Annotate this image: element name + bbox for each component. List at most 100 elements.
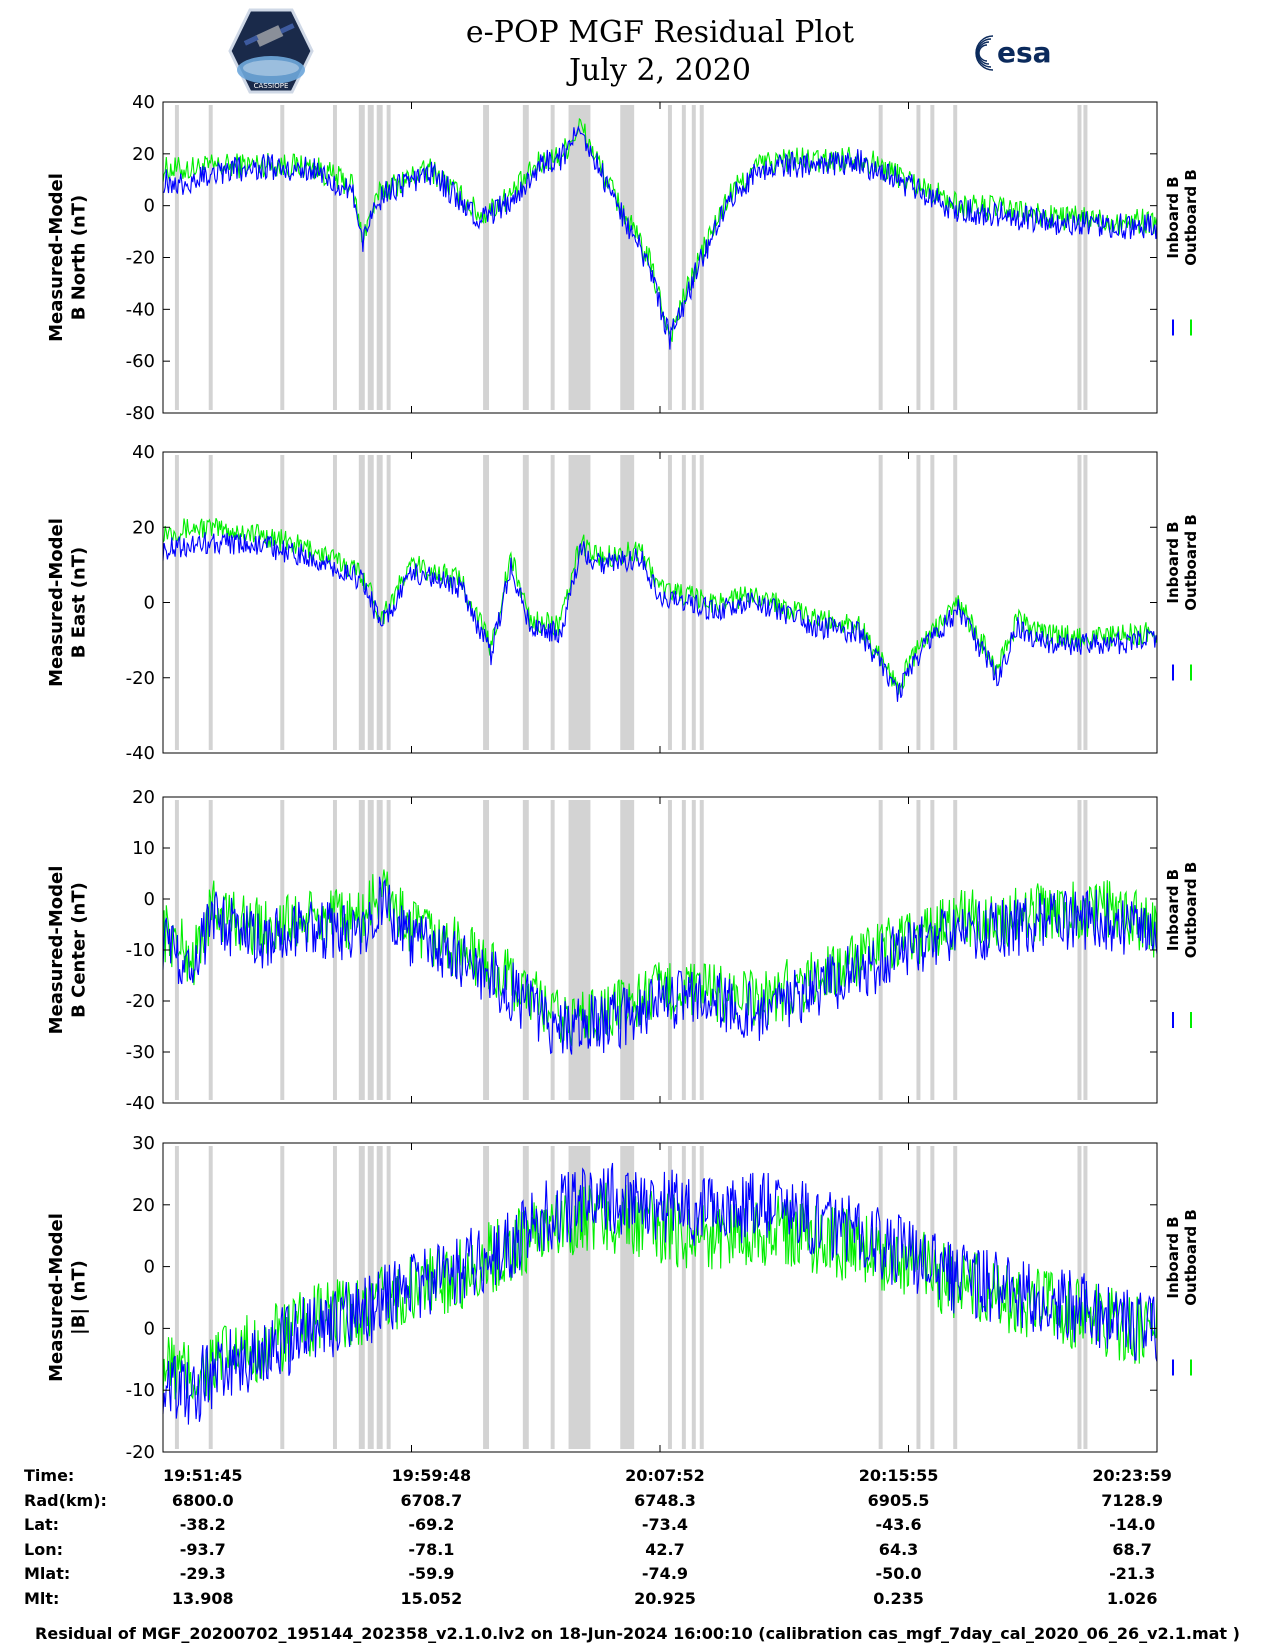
y-tick-label: 20 (132, 787, 155, 808)
data-gap-band (550, 1146, 555, 1449)
data-gap-band (522, 1146, 529, 1449)
logo-left-text: CASSIOPE (254, 82, 289, 90)
data-gap-band (550, 800, 555, 1100)
legend-label-outboard: Outboard B (1182, 862, 1200, 959)
y-tick-label: 40 (132, 92, 155, 113)
data-gap-band (386, 105, 391, 410)
data-gap-band (280, 455, 285, 750)
data-gap-band (358, 1146, 365, 1449)
data-gap-band (878, 1146, 883, 1449)
ephemeris-value: -78.1 (408, 1539, 455, 1559)
data-gap-band (620, 800, 635, 1100)
legend-label-inboard: Inboard B (1164, 869, 1182, 951)
data-gap-band (367, 800, 374, 1100)
series-line-inboard-b (162, 1162, 1158, 1425)
data-gap-band (358, 800, 365, 1100)
data-gap-band (332, 455, 337, 750)
data-gap-band (620, 455, 635, 750)
y-tick-label: -10 (126, 1380, 155, 1401)
y-tick-label: -40 (126, 743, 155, 764)
data-gap-band (930, 1146, 935, 1449)
ephemeris-label: Time: (24, 1466, 75, 1485)
ephemeris-value: 15.052 (400, 1588, 463, 1608)
ephemeris-label: Mlat: (24, 1564, 71, 1583)
y-tick-label: -20 (126, 991, 155, 1012)
ephemeris-label: Mlt: (24, 1588, 60, 1608)
y-tick-label: 0 (144, 889, 155, 910)
y-axis-label-line2: B Center (nT) (69, 882, 90, 1018)
data-gap-band (550, 455, 555, 750)
data-gap-band (953, 1146, 958, 1449)
data-gap-band (208, 105, 213, 410)
ephemeris-value: 19:59:48 (391, 1466, 472, 1485)
data-gap-band (1083, 455, 1088, 750)
plot-area-1 (163, 102, 1157, 413)
ephemeris-value: 68.7 (1112, 1539, 1152, 1559)
y-tick-label: -40 (126, 1093, 155, 1114)
y-axis-label: Measured-ModelB Center (nT) (46, 866, 89, 1035)
data-gap-band (174, 105, 179, 410)
legend-label-inboard: Inboard B (1164, 521, 1182, 603)
ephemeris-value: 6905.5 (867, 1490, 930, 1510)
y-axis-label-line2: B East (nT) (69, 547, 90, 659)
y-tick-label: 30 (132, 1133, 155, 1154)
ephemeris-value: 19:51:45 (162, 1466, 243, 1485)
y-axis-label-line1: Measured-Model (46, 518, 67, 687)
data-gap-band (376, 455, 383, 750)
ephemeris-value: -29.3 (179, 1564, 226, 1583)
y-tick-label: 0 (144, 1257, 155, 1278)
y-tick-label: -20 (126, 668, 155, 689)
ephemeris-value: 64.3 (878, 1539, 919, 1559)
data-gap-band (691, 800, 696, 1100)
title-block: e-POP MGF Residual Plot July 2, 2020 (400, 14, 920, 90)
legend-label-inboard: Inboard B (1164, 1216, 1182, 1298)
y-axis-label: Measured-ModelB North (nT) (46, 173, 89, 342)
data-gap-band (376, 1146, 383, 1449)
y-tick-label: -60 (126, 351, 155, 372)
y-tick-label: 0 (144, 1318, 155, 1339)
ephemeris-label: Rad(km): (24, 1490, 107, 1510)
y-axis-label-line1: Measured-Model (46, 173, 67, 342)
data-gap-band (386, 800, 391, 1100)
y-axis-label-line2: |B| (nT) (69, 1260, 90, 1335)
data-gap-band (691, 105, 696, 410)
ephemeris-value: -69.2 (408, 1515, 455, 1534)
data-gap-band (699, 455, 704, 750)
data-gap-band (916, 105, 921, 410)
data-gap-band (522, 800, 529, 1100)
plot-area-3 (163, 797, 1157, 1103)
data-gap-band (681, 800, 686, 1100)
data-gap-band (1083, 105, 1088, 410)
legend-label-outboard: Outboard B (1182, 1209, 1200, 1306)
data-gap-band (699, 800, 704, 1100)
series-line-inboard-b (162, 876, 1158, 1055)
data-gap-band (1083, 800, 1088, 1100)
ephemeris-value: 20:15:55 (858, 1466, 939, 1485)
data-gap-band (691, 455, 696, 750)
y-tick-label: 20 (132, 1195, 155, 1216)
legend-label-inboard: Inboard B (1164, 176, 1182, 258)
y-tick-label: -20 (126, 1442, 155, 1463)
y-tick-label: 10 (132, 838, 155, 859)
data-gap-band (522, 105, 529, 410)
ephemeris-value: 6800.0 (171, 1490, 234, 1510)
y-axis-label-line1: Measured-Model (46, 1213, 67, 1382)
data-gap-band (916, 455, 921, 750)
ephemeris-table: Time: Rad(km): Lat: Lon: Mlat: Mlt: 19:51:45 68… (0, 1466, 1275, 1626)
data-gap-band (332, 1146, 337, 1449)
data-gap-band (620, 105, 635, 410)
cassiope-mission-logo: CASSIOPE (228, 8, 314, 94)
data-gap-band (483, 105, 490, 410)
legend-label-outboard: Outboard B (1182, 514, 1200, 611)
data-gap-band (358, 455, 365, 750)
ephemeris-value: -38.2 (179, 1515, 226, 1534)
chart-subtitle-date: July 2, 2020 (569, 53, 751, 88)
data-gap-band (667, 105, 672, 410)
y-axis-label-line1: Measured-Model (46, 866, 67, 1035)
data-gap-band (280, 105, 285, 410)
y-axis-label-line2: B North (nT) (69, 195, 90, 321)
data-gap-band (878, 800, 883, 1100)
ephemeris-value: 7128.9 (1101, 1490, 1164, 1510)
ephemeris-value: 6748.3 (634, 1490, 696, 1510)
